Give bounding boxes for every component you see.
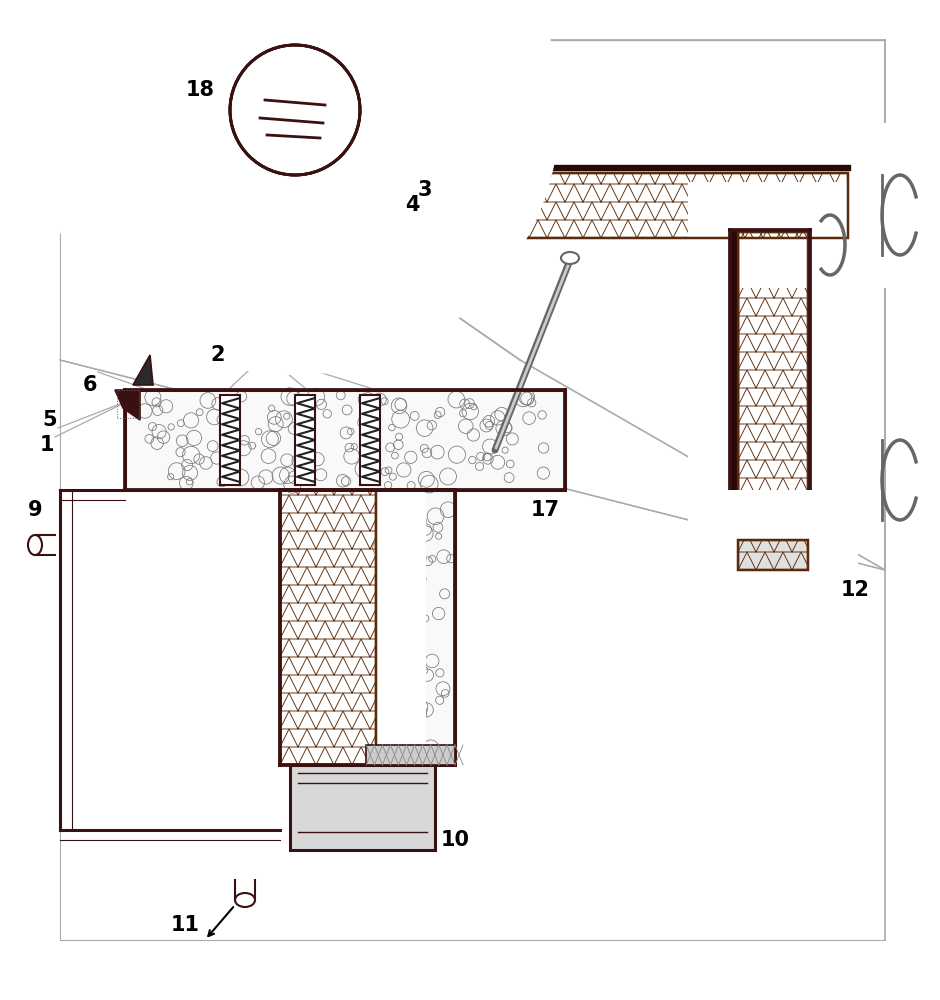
Polygon shape [133, 355, 153, 385]
Bar [230, 765, 426, 815]
Bar [738, 232, 808, 568]
Bar [367, 745, 455, 765]
Bar [688, 568, 858, 618]
Bar [407, 123, 898, 173]
Text: 11: 11 [170, 915, 199, 935]
Polygon shape [30, 0, 560, 375]
Bar [738, 540, 808, 570]
Bar [376, 440, 426, 815]
Bar [220, 395, 240, 485]
Ellipse shape [235, 893, 255, 907]
Text: 9: 9 [27, 500, 42, 520]
Polygon shape [115, 390, 140, 420]
Text: 5: 5 [42, 410, 57, 430]
Bar [290, 765, 435, 850]
Text: 3: 3 [417, 180, 432, 200]
Text: 6: 6 [83, 375, 97, 395]
Bar [407, 238, 898, 288]
Text: 4: 4 [405, 195, 419, 215]
Text: 2: 2 [211, 345, 226, 365]
Text: 1: 1 [39, 435, 55, 455]
Bar [738, 540, 808, 570]
Bar [280, 490, 376, 765]
Bar [295, 395, 315, 485]
Bar [117, 390, 139, 418]
Bar [688, 570, 858, 620]
Ellipse shape [28, 535, 42, 555]
Text: 10: 10 [441, 830, 469, 850]
Bar [808, 182, 858, 618]
Bar [688, 490, 738, 620]
Bar [688, 182, 858, 232]
Bar [457, 173, 848, 238]
Text: 17: 17 [530, 500, 559, 520]
Bar [280, 490, 376, 765]
Bar [376, 490, 455, 765]
Bar [457, 173, 848, 238]
Bar [407, 123, 457, 288]
Bar [125, 390, 565, 490]
Circle shape [230, 45, 360, 175]
Bar [457, 173, 848, 238]
Text: 12: 12 [840, 580, 870, 600]
Bar [808, 490, 858, 620]
Bar [688, 490, 858, 540]
Bar [230, 440, 426, 490]
Ellipse shape [561, 252, 579, 264]
Bar [688, 182, 738, 618]
Bar [280, 490, 376, 765]
Bar [360, 395, 380, 485]
Bar [230, 440, 280, 815]
Bar [738, 540, 808, 570]
Text: 18: 18 [185, 80, 214, 100]
Bar [738, 232, 808, 568]
Bar [848, 123, 898, 288]
Bar [738, 232, 808, 568]
